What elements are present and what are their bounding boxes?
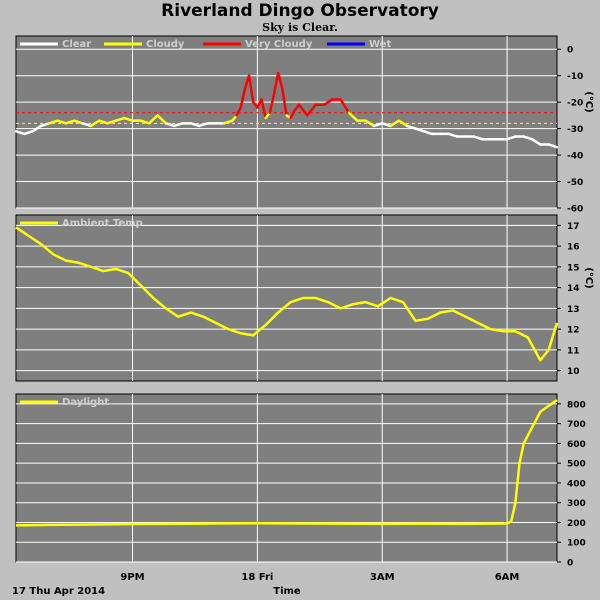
date-label: 17 Thu Apr 2014 xyxy=(12,586,105,597)
sky-temp-segment xyxy=(306,103,317,117)
x-tick-label: 3AM xyxy=(370,572,395,583)
x-tick-label: 9PM xyxy=(120,572,144,583)
y-tick-label: -30 xyxy=(567,125,583,135)
plot-area xyxy=(15,214,558,382)
sky-temp-segment xyxy=(139,119,151,125)
sky-temp-segment xyxy=(522,135,534,141)
sky-temp-segment xyxy=(56,119,68,125)
sky-temp-segment xyxy=(389,119,401,128)
sky-temp-segment xyxy=(247,74,255,104)
sky-temp-segment xyxy=(189,122,201,128)
sky-temp-segment xyxy=(505,135,517,141)
y-tick-label: -10 xyxy=(567,72,583,82)
y-tick-label: 14 xyxy=(567,284,580,294)
legend-label: Very Cloudy xyxy=(245,39,313,50)
sky-temp-segment xyxy=(156,114,168,125)
sky-temp-segment xyxy=(289,108,297,120)
sky-temp-segment xyxy=(422,130,434,136)
x-tick-label: 6AM xyxy=(495,572,520,583)
y-tick-label: -60 xyxy=(567,205,583,215)
y-tick-label: 500 xyxy=(567,460,586,470)
sky-temp-segment xyxy=(97,119,109,125)
sky-temp-segment xyxy=(64,119,76,125)
sky-temp-segment xyxy=(472,135,484,141)
sky-temp-segment xyxy=(39,122,51,128)
sky-temp-segment xyxy=(372,122,384,128)
x-axis-label: Time xyxy=(273,586,301,597)
sky-temp-segment xyxy=(197,122,209,128)
sky-temp-segment xyxy=(260,98,267,120)
sky-temp-segment xyxy=(530,137,542,146)
sky-status-subtitle: Sky is Clear. xyxy=(262,21,338,34)
sky-temp-segment xyxy=(414,127,426,133)
y-tick-label: 10 xyxy=(567,367,580,377)
sky-temp-segment xyxy=(272,71,280,96)
sky-temp-segment xyxy=(447,132,459,138)
y-axis-label: (°C) xyxy=(583,91,594,112)
sky-temp-segment xyxy=(276,71,284,91)
legend-label: Cloudy xyxy=(146,39,185,50)
series-line xyxy=(15,226,559,362)
sky-temp-segment xyxy=(297,103,309,117)
chart-title: Riverland Dingo Observatory xyxy=(161,1,439,21)
y-axis-label: (°C) xyxy=(583,267,594,288)
y-tick-label: 0 xyxy=(567,559,573,569)
sky-temp-segment xyxy=(172,122,184,128)
y-tick-label: 0 xyxy=(567,46,573,56)
sky-temp-segment xyxy=(347,111,359,122)
sky-temp-segment xyxy=(48,119,59,125)
y-tick-label: 200 xyxy=(567,519,586,529)
sky-temp-segment xyxy=(31,124,43,133)
x-tick-label: 18 Fri xyxy=(241,572,273,583)
sky-temp-segment xyxy=(239,87,247,109)
legend-label: Clear xyxy=(62,39,91,50)
panel-1 xyxy=(15,214,561,382)
y-tick-label: -50 xyxy=(567,178,583,188)
sky-temp-segment xyxy=(397,119,409,128)
y-tick-label: 100 xyxy=(567,539,586,549)
y-tick-label: 15 xyxy=(567,263,580,273)
panel-0 xyxy=(14,35,561,209)
plot-area xyxy=(15,393,558,563)
sky-temp-segment xyxy=(364,119,376,128)
y-tick-label: 11 xyxy=(567,346,580,356)
y-tick-label: 800 xyxy=(567,400,586,410)
sky-temp-segment xyxy=(81,122,93,128)
sky-temp-segment xyxy=(339,98,351,114)
sky-temp-segment xyxy=(114,116,126,122)
y-tick-label: 700 xyxy=(567,420,586,430)
y-tick-label: 12 xyxy=(567,326,580,336)
sky-temp-segment xyxy=(147,114,159,125)
panel-2 xyxy=(15,393,561,563)
sky-temp-segment xyxy=(547,143,559,149)
sky-temp-segment xyxy=(73,119,84,125)
y-tick-label: 16 xyxy=(567,243,580,253)
sky-temp-segment xyxy=(281,87,288,117)
sky-temp-segment xyxy=(106,119,118,125)
sky-temp-segment xyxy=(122,116,134,122)
y-tick-label: 300 xyxy=(567,499,586,509)
sky-temp-segment xyxy=(322,98,334,107)
sky-temp-segment xyxy=(222,119,234,125)
y-tick-label: 400 xyxy=(567,479,586,489)
sky-temp-segment xyxy=(268,92,276,114)
legend-label: Daylight xyxy=(62,397,109,408)
sky-temp-segment xyxy=(405,124,417,130)
sky-temp-segment xyxy=(235,106,242,117)
y-tick-label: -20 xyxy=(567,99,583,109)
legend-label: Wet xyxy=(369,39,391,50)
y-tick-label: 17 xyxy=(567,222,580,232)
y-tick-label: 600 xyxy=(567,440,586,450)
series-line xyxy=(15,398,558,527)
legend-label: Ambient Temp xyxy=(62,218,143,229)
sky-temp-segment xyxy=(14,130,26,136)
y-tick-label: 13 xyxy=(567,305,580,315)
sky-temp-segment xyxy=(164,122,176,128)
y-tick-label: -40 xyxy=(567,152,583,162)
sky-temp-segment xyxy=(23,130,34,136)
sky-temp-segment xyxy=(380,122,392,128)
sky-temp-segment xyxy=(89,119,101,128)
